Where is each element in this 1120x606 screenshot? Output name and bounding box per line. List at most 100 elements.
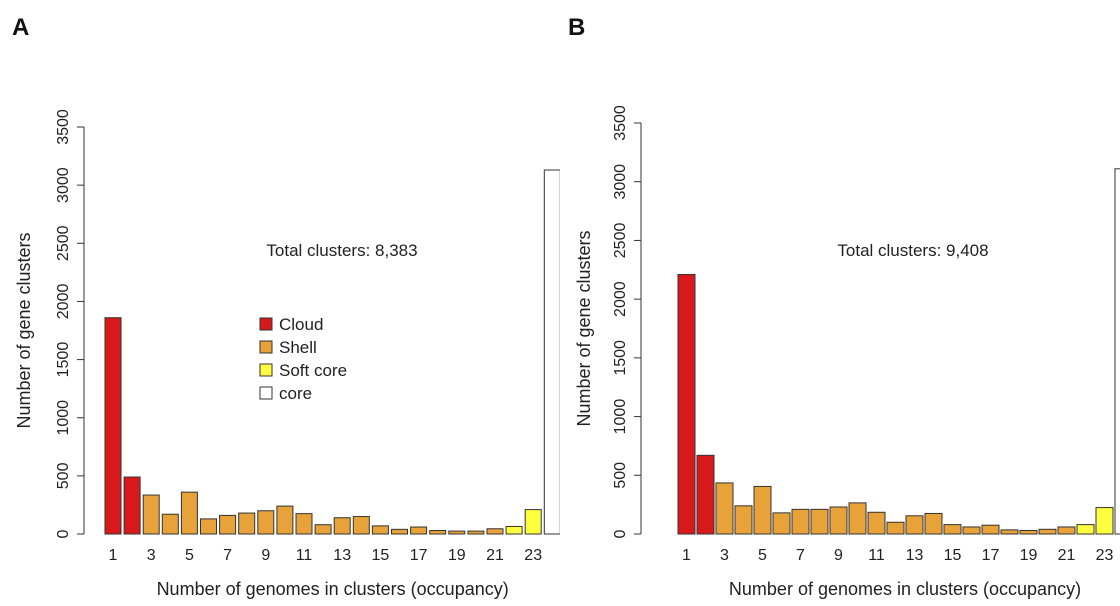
bar-a-12	[314, 524, 332, 535]
x-tick-label-a-9: 9	[261, 547, 270, 564]
bar-b-11	[867, 511, 886, 535]
bar-b-18	[1000, 529, 1019, 535]
x-tick-label-a-1: 1	[109, 547, 118, 564]
x-tick-label-b-7: 7	[796, 547, 805, 564]
bar-a-15	[371, 525, 389, 535]
x-tick-label-a-23: 23	[524, 547, 542, 564]
bar-a-16	[391, 528, 408, 535]
legend-swatch-cloud	[259, 317, 273, 331]
y-tick-label-b-3500: 3500	[612, 105, 629, 141]
y-axis-label-b: Number of gene clusters	[574, 230, 594, 426]
bar-a-17	[410, 526, 428, 535]
y-tick-label-a-1500: 1500	[55, 342, 72, 378]
x-tick-label-b-1: 1	[682, 547, 691, 564]
bar-a-19	[448, 530, 466, 535]
y-tick-label-a-500: 500	[55, 462, 72, 489]
bar-a-13	[333, 517, 351, 535]
bar-b-12	[886, 521, 905, 535]
y-tick-label-a-1000: 1000	[55, 400, 72, 436]
x-tick-label-b-21: 21	[1058, 547, 1076, 564]
x-tick-label-b-13: 13	[906, 547, 924, 564]
bar-b-4	[734, 505, 753, 535]
x-tick-label-b-11: 11	[868, 547, 885, 564]
bar-a-4	[161, 513, 179, 535]
bar-a-2	[123, 476, 141, 535]
bar-b-5	[753, 485, 772, 535]
legend-label-core: core	[279, 384, 312, 403]
x-tick-label-a-3: 3	[147, 547, 156, 564]
y-tick-label-b-500: 500	[612, 462, 629, 489]
bar-b-6	[772, 512, 791, 535]
bar-b-8	[810, 508, 829, 535]
panel-letter-b: B	[568, 14, 586, 41]
bar-b-24	[1114, 168, 1120, 535]
bar-a-1	[104, 317, 122, 535]
x-tick-label-a-11: 11	[296, 547, 313, 564]
bar-a-24	[543, 169, 560, 535]
y-tick-label-a-0: 0	[55, 529, 72, 538]
bar-b-20	[1038, 528, 1057, 535]
bar-b-13	[905, 515, 924, 535]
bar-b-23	[1095, 507, 1114, 535]
y-axis-label-a: Number of gene clusters	[14, 232, 34, 428]
x-tick-label-b-23: 23	[1096, 547, 1114, 564]
bar-b-17	[981, 524, 1000, 535]
panel-letter-a: A	[12, 14, 30, 41]
bar-b-14	[924, 512, 943, 535]
bar-b-3	[715, 482, 734, 535]
bar-a-23	[524, 509, 542, 535]
legend-label-soft-core: Soft core	[279, 361, 347, 380]
bar-b-2	[696, 454, 715, 535]
x-axis-label-b: Number of genomes in clusters (occupancy…	[729, 579, 1081, 599]
bar-b-16	[962, 526, 981, 535]
bar-a-22	[505, 525, 523, 535]
bar-b-7	[791, 508, 810, 535]
x-tick-label-a-7: 7	[223, 547, 232, 564]
legend-swatch-soft-core	[259, 363, 273, 377]
y-tick-label-b-3000: 3000	[612, 164, 629, 200]
y-tick-label-a-3000: 3000	[55, 167, 72, 203]
x-tick-label-a-5: 5	[185, 547, 194, 564]
bar-a-18	[429, 530, 447, 535]
legend-swatch-core	[259, 386, 273, 400]
y-tick-label-b-1000: 1000	[612, 399, 629, 435]
x-tick-label-b-3: 3	[720, 547, 729, 564]
x-tick-label-b-9: 9	[834, 547, 843, 564]
total-clusters-annotation-b: Total clusters: 9,408	[837, 241, 988, 260]
bar-b-15	[943, 524, 962, 535]
y-tick-label-a-2500: 2500	[55, 225, 72, 261]
bar-a-11	[295, 513, 313, 535]
bar-a-6	[200, 518, 217, 535]
bar-a-8	[238, 512, 256, 535]
x-tick-label-b-15: 15	[944, 547, 962, 564]
x-tick-label-b-17: 17	[982, 547, 1000, 564]
x-tick-label-b-5: 5	[758, 547, 767, 564]
bar-a-21	[486, 528, 504, 535]
legend-swatch-shell	[259, 340, 273, 354]
bar-b-21	[1057, 526, 1076, 535]
y-tick-label-b-1500: 1500	[612, 340, 629, 376]
x-tick-label-a-13: 13	[333, 547, 351, 564]
bar-a-20	[467, 530, 485, 535]
x-tick-label-a-17: 17	[410, 547, 428, 564]
legend-label-shell: Shell	[279, 338, 317, 357]
bar-b-9	[829, 506, 848, 535]
bar-a-10	[276, 505, 294, 535]
x-axis-label-a: Number of genomes in clusters (occupancy…	[157, 579, 509, 599]
x-tick-label-a-15: 15	[372, 547, 390, 564]
bar-b-22	[1076, 524, 1095, 535]
bar-b-10	[848, 502, 867, 535]
x-tick-label-a-19: 19	[448, 547, 466, 564]
bar-b-19	[1019, 529, 1038, 535]
bar-a-7	[219, 514, 237, 535]
y-tick-label-a-2000: 2000	[55, 284, 72, 320]
bar-a-9	[257, 510, 275, 535]
bar-a-5	[180, 491, 198, 535]
bar-a-3	[142, 494, 160, 535]
bar-b-1	[677, 273, 696, 535]
y-tick-label-b-0: 0	[612, 529, 629, 538]
y-tick-label-a-3500: 3500	[55, 109, 72, 145]
y-tick-label-b-2500: 2500	[612, 223, 629, 259]
